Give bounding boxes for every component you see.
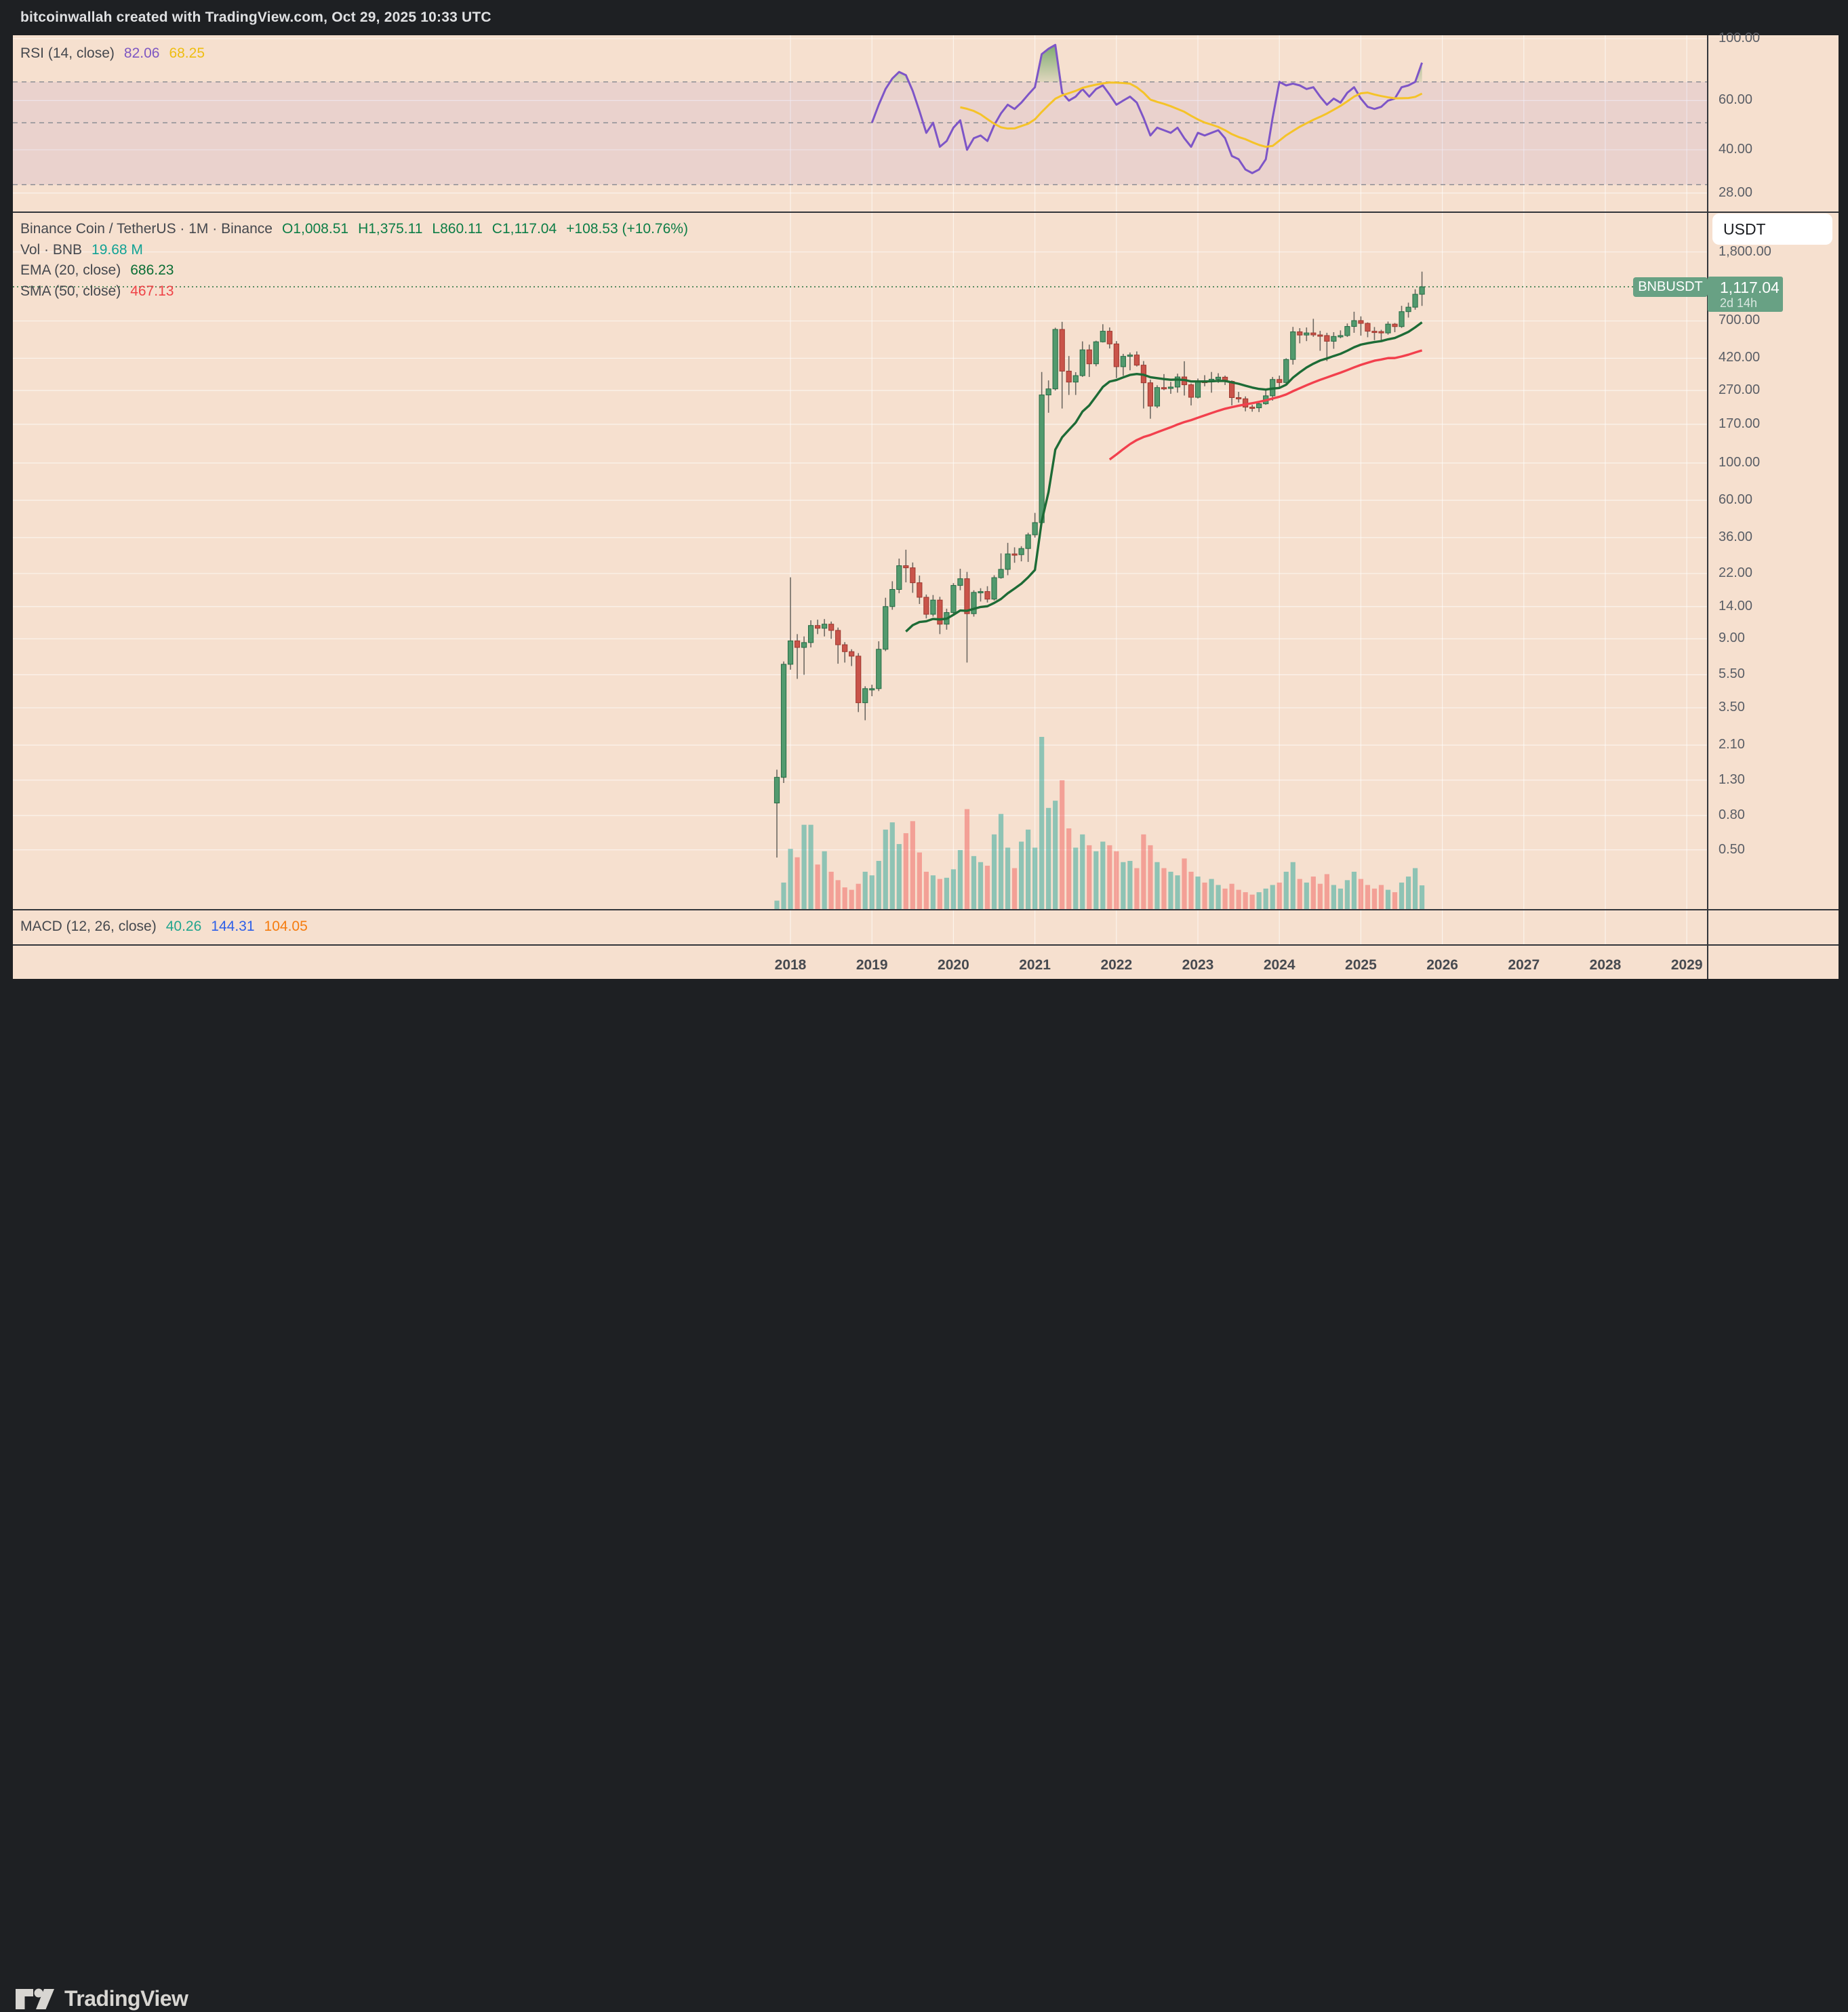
rsi-legend-label: RSI (14, close)	[20, 45, 115, 61]
price-tick-label: 170.00	[1719, 416, 1761, 431]
sma-value: 467.13	[130, 283, 174, 299]
price-tick-label: 3.50	[1719, 700, 1745, 715]
year-label: 2027	[1508, 957, 1540, 973]
tradingview-wordmark: TradingView	[64, 1986, 188, 2011]
rsi-tick-label: 60.00	[1719, 92, 1753, 108]
volume-value: 19.68 M	[92, 242, 143, 258]
symbol-title: Binance Coin / TetherUS · 1M · Binance	[20, 221, 273, 237]
price-tick-label: 36.00	[1719, 529, 1753, 545]
close-value: C1,117.04	[491, 221, 557, 237]
low-value: L860.11	[432, 221, 483, 237]
year-label: 2026	[1426, 957, 1458, 973]
year-label: 2020	[938, 957, 969, 973]
ema-legend-row[interactable]: EMA (20, close) 686.23	[20, 262, 174, 279]
ema-value: 686.23	[130, 262, 174, 278]
year-label: 2029	[1670, 957, 1703, 973]
bar-countdown: 2d 14h	[1720, 296, 1758, 310]
price-tick-label: 0.50	[1719, 841, 1745, 857]
symbol-price-label-text: BNBUSDT	[1638, 279, 1703, 295]
volume-legend-row[interactable]: Vol · BNB 19.68 M	[20, 242, 143, 258]
rsi-ma-value: 68.25	[169, 45, 205, 61]
price-scale[interactable]: 100.00 60.00 40.00 28.00 1,800.00 700.00 420.0…	[1708, 31, 1839, 945]
volume-legend-label: Vol · BNB	[20, 242, 83, 258]
rsi-legend-row[interactable]: RSI (14, close) 82.06 68.25	[20, 45, 205, 62]
ema-legend-label: EMA (20, close)	[20, 262, 121, 278]
price-tick-label: 270.00	[1719, 382, 1761, 398]
price-tick-label: 2.10	[1719, 737, 1745, 752]
year-label: 2025	[1345, 957, 1377, 973]
header-title: bitcoinwallah created with TradingView.c…	[20, 9, 491, 25]
price-tick-label: 1,800.00	[1719, 243, 1771, 259]
change-value: +108.53 (+10.76%)	[566, 221, 688, 237]
currency-toggle-button[interactable]: USDT	[1712, 214, 1832, 245]
year-label: 2028	[1589, 957, 1622, 973]
year-label: 2021	[1019, 957, 1051, 973]
macd-legend-row[interactable]: MACD (12, 26, close) 40.26 144.31 104.05	[20, 919, 308, 935]
last-price-tag: 1,117.04 2d 14h	[1708, 277, 1783, 313]
high-value: H1,375.11	[358, 221, 423, 237]
price-tick-label: 0.80	[1719, 807, 1745, 823]
tradingview-logo-icon	[16, 1988, 54, 2009]
currency-toggle-label: USDT	[1723, 220, 1766, 238]
header-bar: bitcoinwallah created with TradingView.c…	[0, 0, 1848, 35]
sma-legend-label: SMA (50, close)	[20, 283, 121, 299]
year-label: 2019	[856, 957, 888, 973]
price-tick-label: 9.00	[1719, 630, 1745, 646]
chart-canvas[interactable]	[0, 0, 1848, 1055]
rsi-value: 82.06	[123, 45, 160, 61]
year-label: 2022	[1100, 957, 1133, 973]
year-label: 2018	[774, 957, 807, 973]
tradingview-logo: TradingView	[15, 1985, 188, 2012]
rsi-tick-label: 28.00	[1719, 184, 1753, 200]
sma-legend-row[interactable]: SMA (50, close) 467.13	[20, 283, 174, 300]
macd-line-value: 144.31	[211, 919, 255, 934]
symbol-price-label[interactable]: BNBUSDT	[1633, 277, 1708, 298]
year-label: 2024	[1263, 957, 1295, 973]
price-tick-label: 700.00	[1719, 313, 1761, 328]
price-tick-label: 14.00	[1719, 598, 1753, 613]
macd-signal-value: 104.05	[264, 919, 308, 934]
macd-legend-label: MACD (12, 26, close)	[20, 919, 157, 934]
rsi-tick-label: 40.00	[1719, 141, 1753, 157]
price-tick-label: 1.30	[1719, 771, 1745, 787]
price-tick-label: 420.00	[1719, 350, 1761, 365]
time-scale[interactable]: 2018 2019 2020 2021 2022 2023 2024 2025 2026 2027…	[13, 945, 1708, 979]
last-price-value: 1,117.04	[1720, 279, 1780, 297]
symbol-legend-row[interactable]: Binance Coin / TetherUS · 1M · Binance O…	[20, 221, 688, 237]
price-tick-label: 5.50	[1719, 666, 1745, 682]
price-tick-label: 22.00	[1719, 565, 1753, 581]
price-tick-label: 60.00	[1719, 492, 1753, 508]
rsi-tick-label: 100.00	[1719, 31, 1761, 45]
macd-hist-value: 40.26	[165, 919, 202, 934]
year-label: 2023	[1182, 957, 1214, 973]
open-value: O1,008.51	[281, 221, 349, 237]
price-tick-label: 100.00	[1719, 455, 1761, 470]
